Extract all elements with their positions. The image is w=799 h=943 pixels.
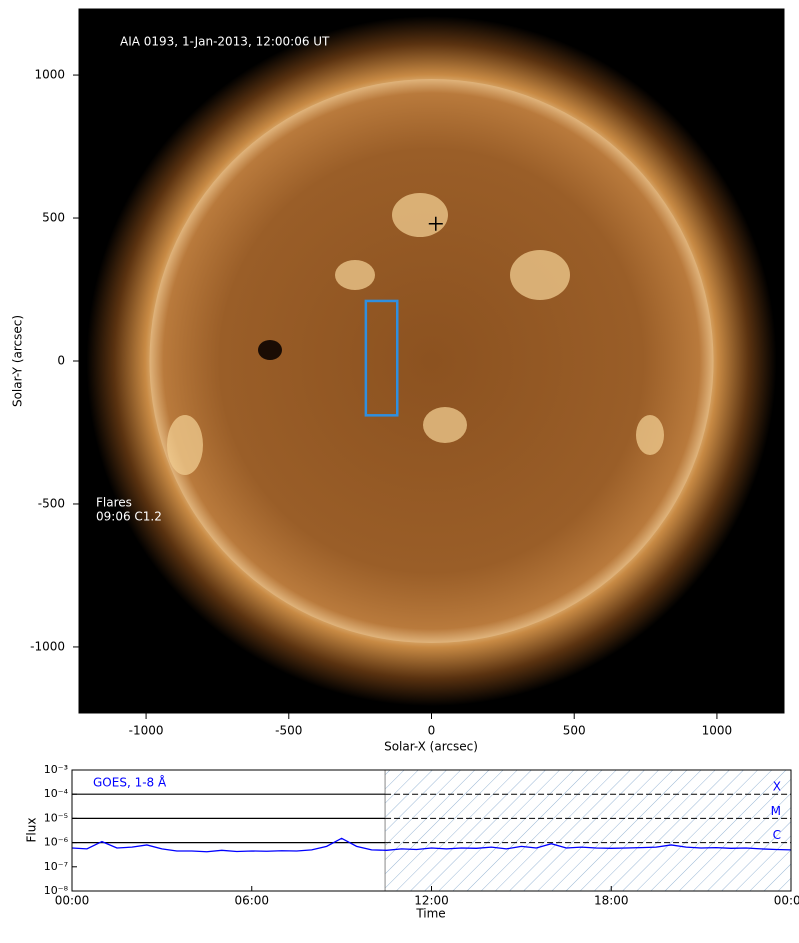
solar-disk: [149, 79, 714, 643]
flux-line: [71, 837, 792, 853]
flare-class-label: X: [773, 780, 781, 794]
x-tick-label: 00:00: [55, 894, 90, 908]
y-tick-label: 10⁻⁵: [44, 811, 68, 824]
x-tick-label: 0: [428, 724, 436, 738]
y-axis-label: Solar-Y (arcsec): [11, 315, 25, 407]
x-tick-label: -500: [275, 724, 302, 738]
x-tick-label: 12:00: [414, 894, 449, 908]
x-tick-label: 06:00: [234, 894, 269, 908]
y-tick-label: 10⁻³: [44, 763, 68, 776]
flare-class-label: C: [773, 828, 781, 842]
plot-frame: [71, 769, 792, 892]
sunspot: [258, 340, 282, 360]
flare-class-label: M: [771, 804, 781, 818]
y-axis-label: Flux: [25, 818, 39, 843]
annotation: 09:06 C1.2: [96, 510, 162, 524]
x-tick-label: 500: [563, 724, 586, 738]
y-tick-label: -500: [38, 496, 65, 510]
y-tick-label: 1000: [34, 68, 65, 82]
y-tick-label: 10⁻⁶: [44, 836, 69, 849]
annotation: Flares: [96, 496, 132, 510]
x-tick-label: 00:00: [774, 894, 799, 908]
x-axis-label: Solar-X (arcsec): [384, 740, 478, 754]
y-tick-label: 10⁻⁴: [44, 787, 69, 800]
x-axis-label: Time: [415, 907, 445, 921]
y-tick-label: 10⁻⁸: [44, 884, 69, 897]
flare-marker: [428, 216, 443, 231]
y-tick-label: 500: [42, 211, 65, 225]
y-tick-label: 10⁻⁷: [44, 860, 68, 873]
x-tick-label: 1000: [702, 724, 733, 738]
highlight-region: [384, 769, 792, 892]
x-tick-label: -1000: [129, 724, 164, 738]
active-regions: [167, 193, 664, 475]
region-box: [364, 299, 399, 417]
image-title: AIA 0193, 1-Jan-2013, 12:00:06 UT: [120, 35, 330, 49]
x-tick-label: 18:00: [594, 894, 629, 908]
legend-label: GOES, 1-8 Å: [93, 775, 167, 790]
y-tick-label: -1000: [30, 639, 65, 653]
y-tick-label: 0: [57, 354, 65, 368]
